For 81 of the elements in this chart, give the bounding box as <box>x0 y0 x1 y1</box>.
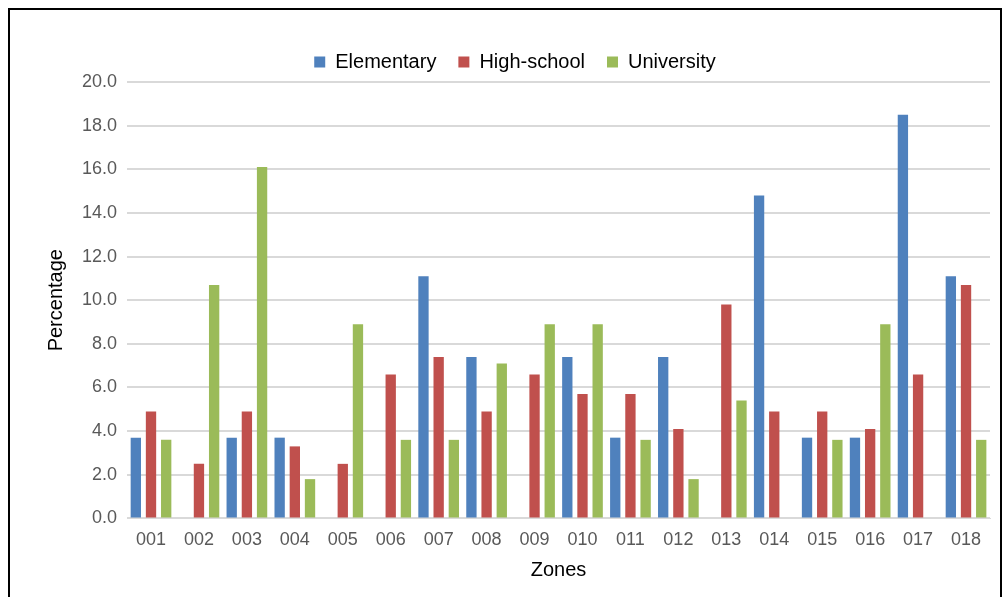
bar <box>161 439 172 518</box>
bar <box>337 463 348 518</box>
x-tick-label: 015 <box>807 529 838 550</box>
x-tick-label: 002 <box>183 529 214 550</box>
bar <box>448 439 459 518</box>
bar <box>400 439 412 518</box>
x-tick-label: 008 <box>471 529 502 550</box>
bar <box>466 356 477 518</box>
bar <box>817 411 828 518</box>
bar <box>864 428 876 518</box>
bar <box>274 437 285 518</box>
bar <box>241 411 253 518</box>
bar <box>753 195 765 518</box>
bar <box>304 479 316 518</box>
bar <box>193 463 205 518</box>
x-axis-title: Zones <box>530 557 587 580</box>
bar <box>226 437 237 518</box>
x-tick-label: 016 <box>855 529 886 550</box>
y-tick-label: 0.0 <box>92 507 118 528</box>
bar <box>208 284 220 518</box>
legend-label: Elementary <box>335 49 437 72</box>
bar <box>544 324 555 518</box>
bar <box>433 356 444 518</box>
legend-label: University <box>627 49 716 72</box>
y-tick-label: 2.0 <box>92 463 118 484</box>
bar <box>610 437 621 518</box>
bar <box>912 374 924 518</box>
bar <box>352 324 364 518</box>
y-tick-label: 20.0 <box>81 70 118 91</box>
legend-label: High-school <box>479 49 585 72</box>
y-tick-label: 12.0 <box>81 245 118 266</box>
y-tick-label: 6.0 <box>92 376 118 397</box>
bar <box>145 411 157 518</box>
x-tick-label: 003 <box>231 529 262 550</box>
y-tick-label: 18.0 <box>81 114 118 135</box>
y-tick-label: 10.0 <box>81 289 118 310</box>
x-tick-label: 011 <box>616 529 645 550</box>
bar <box>673 428 684 518</box>
bar <box>769 411 780 518</box>
bar <box>529 374 540 518</box>
bar <box>385 374 396 518</box>
x-tick-label: 013 <box>711 529 742 550</box>
bar <box>960 284 972 518</box>
bar <box>130 437 141 518</box>
bar <box>481 411 492 518</box>
x-tick-label: 014 <box>759 529 790 550</box>
bar <box>736 400 747 518</box>
x-tick-label: 004 <box>279 529 310 550</box>
y-tick-label: 14.0 <box>81 201 118 222</box>
y-tick-label: 16.0 <box>81 158 118 179</box>
bar <box>640 439 651 518</box>
bar <box>562 356 573 518</box>
bar <box>418 276 429 518</box>
x-tick-label: 006 <box>375 529 406 550</box>
bar <box>976 439 987 518</box>
x-tick-label: 007 <box>423 529 454 550</box>
y-tick-label: 8.0 <box>92 332 118 353</box>
bar <box>625 394 636 518</box>
x-tick-label: 005 <box>327 529 358 550</box>
bar <box>658 356 669 518</box>
x-tick-label: 012 <box>663 529 694 550</box>
x-tick-label: 017 <box>903 529 934 550</box>
bar <box>577 394 588 518</box>
bar <box>945 276 957 518</box>
bar <box>849 437 861 518</box>
bar <box>880 324 891 518</box>
x-tick-label: 018 <box>951 529 982 550</box>
x-tick-label: 010 <box>567 529 598 550</box>
bar <box>721 304 732 518</box>
bar <box>688 479 699 518</box>
bar <box>496 363 507 518</box>
x-tick-label: 009 <box>519 529 550 550</box>
x-tick-label: 001 <box>135 529 167 550</box>
bar <box>592 324 603 518</box>
bar <box>832 439 843 518</box>
y-axis-title: Percentage <box>43 249 66 352</box>
bar <box>256 167 268 518</box>
bar <box>801 437 813 518</box>
y-tick-label: 4.0 <box>92 420 118 441</box>
bar <box>897 114 909 518</box>
bar <box>289 446 300 518</box>
